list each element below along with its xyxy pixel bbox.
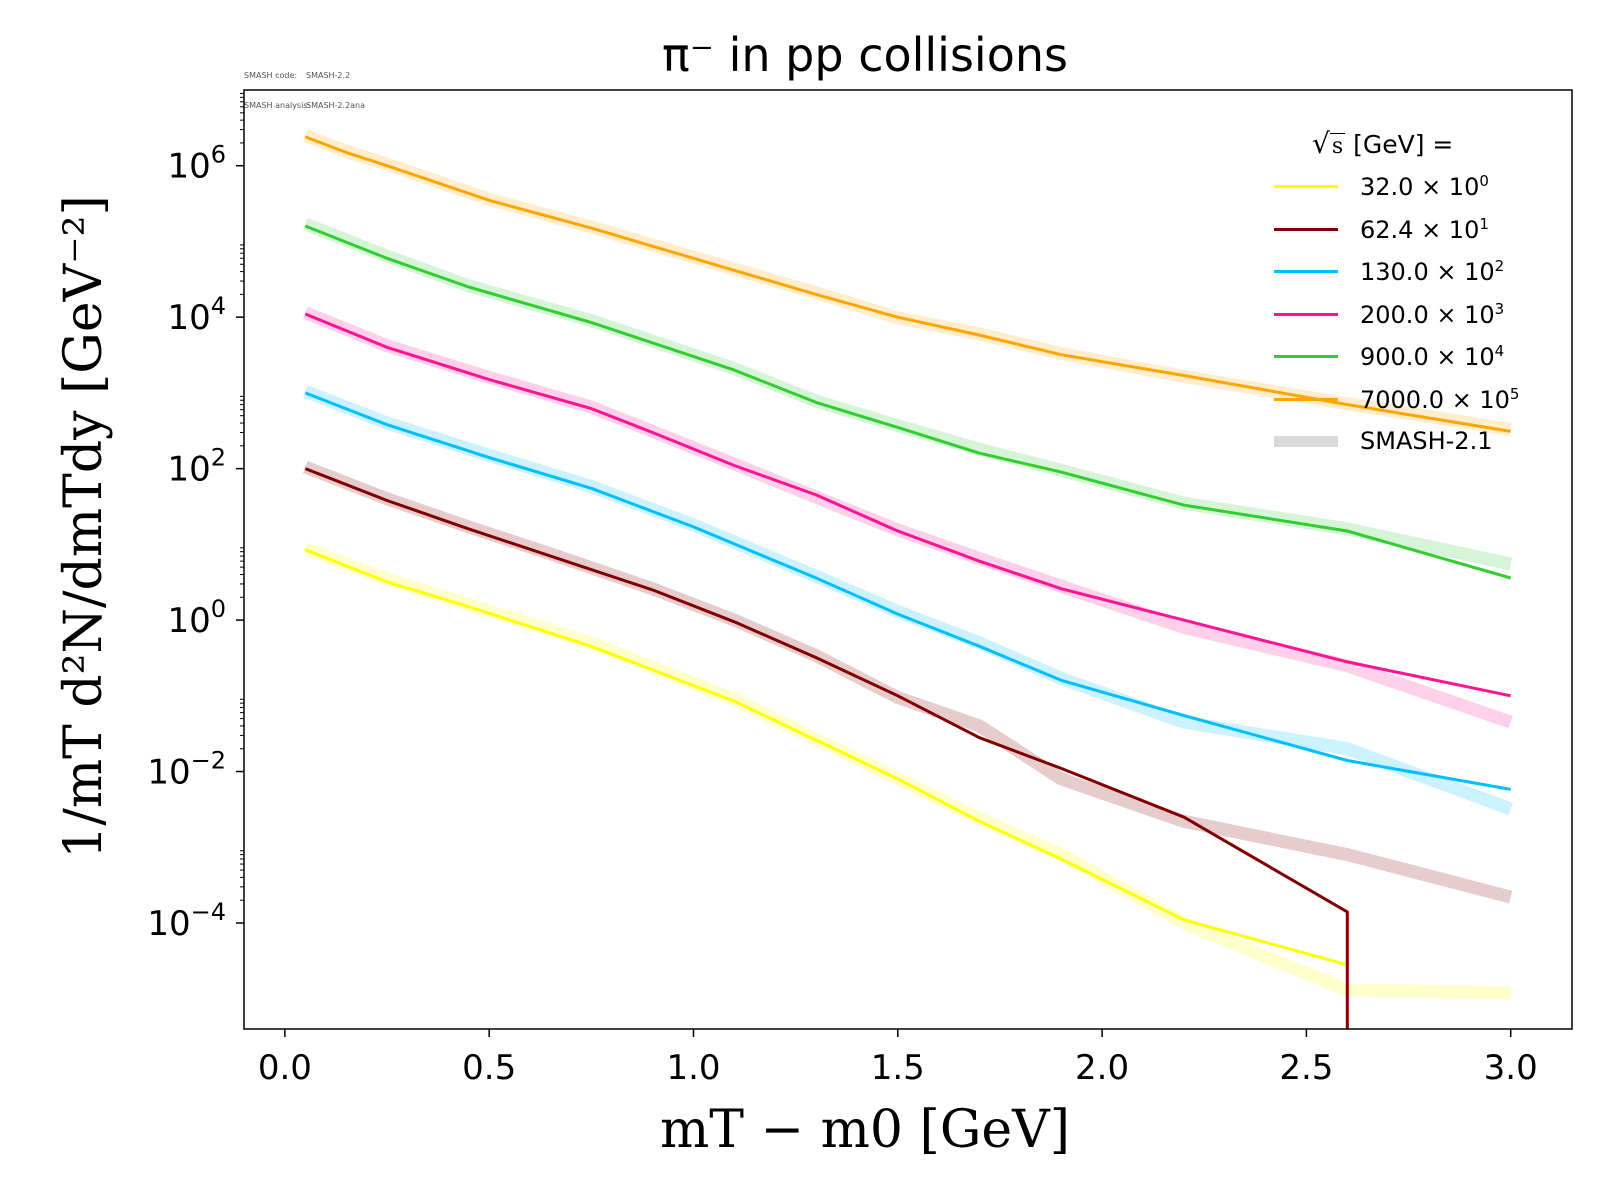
- series-line-4: [304, 224, 1512, 580]
- plot-frame: [243, 89, 1573, 1030]
- x-tick-label: 1.5: [871, 1048, 925, 1088]
- legend-label: 32.0 × 100: [1360, 172, 1489, 201]
- x-tick-label: 0.5: [462, 1048, 516, 1088]
- x-tick-label: 0.0: [258, 1048, 312, 1088]
- y-tick-label: 10−2: [147, 747, 226, 793]
- x-tick-label: 2.0: [1075, 1048, 1129, 1088]
- series-line-3: [304, 312, 1512, 698]
- reference-line-2: [302, 385, 1513, 816]
- legend-label: 900.0 × 104: [1360, 342, 1505, 371]
- legend-title: √s [GeV] =: [1312, 127, 1454, 160]
- y-tick-label: 102: [167, 444, 226, 490]
- legend-swatch-reference: [1274, 436, 1338, 447]
- legend-swatch: [1274, 355, 1338, 358]
- legend: √s [GeV] = 32.0 × 100 62.4 × 101 130.0 × 1…: [1270, 122, 1540, 464]
- legend-item: 900.0 × 104: [1270, 336, 1540, 379]
- series-line-1: [304, 467, 1349, 1029]
- series-lines: [304, 135, 1512, 1029]
- y-tick-label: 100: [167, 595, 226, 641]
- sqrt-s-symbol: √s: [1312, 127, 1346, 160]
- legend-item: 62.4 × 101: [1270, 209, 1540, 252]
- smash-code-value: SMASH-2.2: [306, 71, 351, 80]
- x-tick-label: 2.5: [1279, 1048, 1333, 1088]
- legend-label: 62.4 × 101: [1360, 214, 1489, 244]
- legend-item: 200.0 × 103: [1270, 294, 1540, 337]
- smash-code-key: SMASH code:: [244, 71, 298, 80]
- y-axis-label: 1/mT d²N/dmTdy [GeV⁻²]: [54, 195, 114, 859]
- legend-swatch: [1274, 185, 1338, 188]
- x-tick-label: 3.0: [1484, 1048, 1538, 1088]
- smash-analysis-value: SMASH-2.2ana: [306, 101, 366, 110]
- legend-label: 200.0 × 103: [1360, 299, 1505, 329]
- legend-swatch: [1274, 270, 1338, 273]
- series-line-2: [304, 391, 1511, 791]
- x-tick-label: 1.0: [666, 1048, 720, 1088]
- smash-version-info: SMASH code: SMASH-2.2 SMASH analysis:SMAS…: [244, 51, 365, 121]
- y-tick-label: 106: [167, 141, 226, 187]
- legend-item: 32.0 × 100: [1270, 166, 1540, 209]
- reference-line-3: [302, 306, 1513, 729]
- legend-label-reference: SMASH-2.1: [1360, 427, 1493, 455]
- legend-item: 7000.0 × 105: [1270, 379, 1540, 422]
- x-axis-ticks: 0.0 0.5 1.0 1.5 2.0 2.5 3.0: [258, 1029, 1538, 1088]
- reference-line-1: [302, 460, 1513, 904]
- legend-swatch: [1274, 397, 1338, 401]
- y-tick-label: 10−4: [147, 898, 226, 944]
- legend-label: 7000.0 × 105: [1360, 384, 1520, 414]
- legend-swatch: [1274, 227, 1338, 231]
- legend-item-reference: SMASH-2.1: [1270, 421, 1540, 464]
- legend-label: 130.0 × 102: [1360, 257, 1505, 286]
- legend-item: 130.0 × 102: [1270, 251, 1540, 294]
- legend-swatch: [1274, 312, 1338, 316]
- y-tick-label: 104: [167, 292, 226, 338]
- chart-title: π⁻ in pp collisions: [662, 28, 1068, 82]
- y-axis-ticks: 106 104 102 100 10−2 10−4: [147, 92, 244, 944]
- smash-analysis-key: SMASH analysis:: [244, 101, 311, 110]
- x-axis-label: mT − m0 [GeV]: [660, 1100, 1070, 1160]
- series-line-0: [304, 548, 1348, 967]
- series-line-5: [304, 135, 1511, 433]
